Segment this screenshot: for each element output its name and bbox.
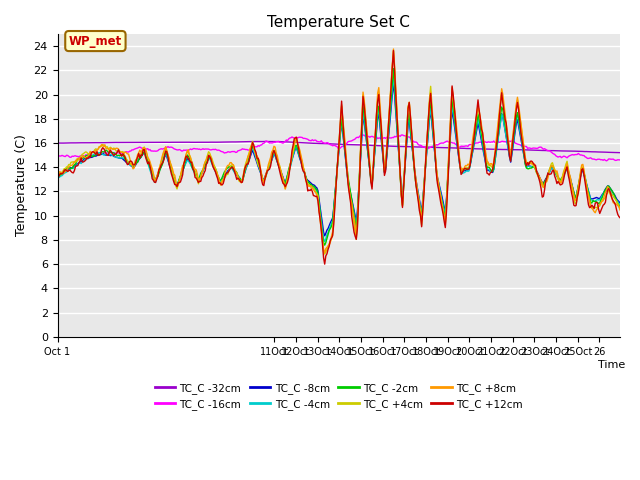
TC_C +12cm [517,130,525,135]
TC_C -4cm [322,236,330,241]
TC_C -2cm [325,228,333,233]
TC_C +4cm [359,92,367,98]
TC_C -16cm [616,157,624,163]
TC_C -4cm [359,110,367,116]
TC_C -16cm [390,135,397,141]
TC_C +4cm [391,66,399,72]
TC_C -2cm [390,66,397,72]
TC_C -2cm [517,129,525,134]
TC_C +12cm [325,243,333,249]
TC_C -32cm [325,141,333,146]
TC_C +12cm [322,253,330,259]
TC_C -16cm [358,132,365,138]
TC_C -8cm [390,79,397,84]
TC_C +4cm [325,240,333,246]
TC_C -16cm [54,154,61,159]
Title: Temperature Set C: Temperature Set C [268,15,410,30]
TC_C -4cm [605,186,612,192]
TC_C +8cm [321,250,328,256]
TC_C -16cm [605,156,612,162]
Line: TC_C -4cm: TC_C -4cm [58,76,620,241]
TC_C -2cm [359,104,367,109]
TC_C +12cm [391,68,399,73]
Y-axis label: Temperature (C): Temperature (C) [15,134,28,236]
TC_C -8cm [517,135,525,141]
TC_C -4cm [325,226,333,232]
Text: WP_met: WP_met [68,35,122,48]
TC_C -2cm [616,204,624,210]
TC_C -8cm [616,200,624,206]
TC_C +12cm [605,186,612,192]
TC_C +8cm [517,120,525,126]
TC_C +12cm [54,176,61,181]
TC_C -8cm [391,93,399,98]
TC_C -32cm [516,147,524,153]
TC_C +8cm [390,46,397,52]
TC_C -16cm [321,140,328,146]
TC_C -16cm [324,140,332,146]
TC_C -32cm [604,149,611,155]
TC_C +8cm [359,89,367,95]
TC_C +4cm [517,121,525,127]
TC_C -2cm [391,81,399,86]
TC_C -8cm [605,183,612,189]
TC_C -8cm [54,174,61,180]
TC_C -32cm [616,150,624,156]
TC_C -32cm [359,142,367,148]
TC_C -4cm [54,175,61,180]
TC_C +12cm [616,215,624,221]
Line: TC_C -16cm: TC_C -16cm [58,135,620,161]
TC_C -2cm [322,240,330,245]
TC_C +8cm [325,242,333,248]
TC_C -4cm [321,239,328,244]
TC_C +4cm [390,48,397,53]
TC_C +8cm [322,246,330,252]
TC_C +12cm [390,48,397,53]
TC_C -32cm [322,141,330,146]
TC_C -2cm [605,183,612,189]
Line: TC_C +8cm: TC_C +8cm [58,49,620,253]
Text: Time: Time [598,360,626,370]
TC_C -32cm [54,140,61,146]
TC_C +12cm [359,94,367,99]
TC_C -32cm [390,144,397,149]
TC_C -4cm [616,201,624,207]
TC_C -32cm [261,139,269,144]
TC_C -4cm [517,133,525,139]
TC_C -8cm [322,230,330,236]
TC_C -16cm [603,158,611,164]
TC_C -8cm [325,223,333,228]
TC_C -8cm [321,233,328,239]
TC_C +8cm [605,185,612,191]
Legend: TC_C -32cm, TC_C -16cm, TC_C -8cm, TC_C -4cm, TC_C -2cm, TC_C +4cm, TC_C +8cm, T: TC_C -32cm, TC_C -16cm, TC_C -8cm, TC_C … [150,378,527,414]
TC_C -2cm [54,174,61,180]
TC_C +4cm [321,251,328,257]
Line: TC_C +12cm: TC_C +12cm [58,50,620,264]
TC_C +4cm [322,249,330,255]
TC_C +4cm [605,188,612,193]
Line: TC_C +4cm: TC_C +4cm [58,50,620,254]
Line: TC_C -2cm: TC_C -2cm [58,69,620,245]
TC_C -2cm [321,242,328,248]
TC_C -8cm [359,114,367,120]
TC_C -4cm [390,73,397,79]
Line: TC_C -8cm: TC_C -8cm [58,82,620,236]
TC_C +12cm [321,261,328,267]
TC_C +8cm [54,170,61,176]
TC_C +8cm [391,63,399,69]
TC_C -16cm [359,132,367,138]
TC_C +4cm [616,207,624,213]
TC_C -4cm [391,87,399,93]
TC_C +4cm [54,172,61,178]
TC_C -16cm [516,142,524,147]
TC_C +8cm [616,207,624,213]
Line: TC_C -32cm: TC_C -32cm [58,142,620,153]
